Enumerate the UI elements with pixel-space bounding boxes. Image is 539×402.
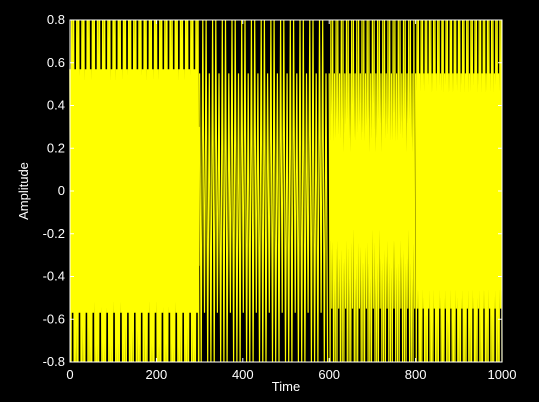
y-tick-label: 0 [58, 183, 65, 198]
y-tick-label: -0.8 [43, 354, 65, 369]
y-tick-label: 0.6 [47, 55, 65, 70]
x-tick-label: 400 [232, 367, 254, 382]
y-tick-label: -0.2 [43, 226, 65, 241]
y-tick-label: 0.2 [47, 140, 65, 155]
x-axis: 0 200 400 600 800 1000 [66, 20, 516, 382]
signal-series-segment-3 [415, 19, 503, 363]
y-axis: -0.8 -0.6 -0.4 -0.2 0 0.2 0.4 0.6 0.8 [43, 12, 502, 369]
plot-area [69, 19, 503, 363]
y-axis-label: Amplitude [16, 162, 31, 220]
x-tick-label: 1000 [488, 367, 517, 382]
signal-series-segment-2 [328, 19, 416, 363]
signal-series-segment-1 [199, 19, 329, 363]
signal-series-segment-0 [69, 19, 200, 363]
y-tick-label: 0.4 [47, 98, 65, 113]
x-tick-label: 0 [66, 367, 73, 382]
x-tick-label: 600 [318, 367, 340, 382]
y-tick-label: -0.4 [43, 269, 65, 284]
x-axis-label: Time [272, 379, 300, 394]
x-tick-label: 200 [146, 367, 168, 382]
y-tick-label: 0.8 [47, 12, 65, 27]
y-tick-label: -0.6 [43, 311, 65, 326]
x-tick-label: 800 [405, 367, 427, 382]
